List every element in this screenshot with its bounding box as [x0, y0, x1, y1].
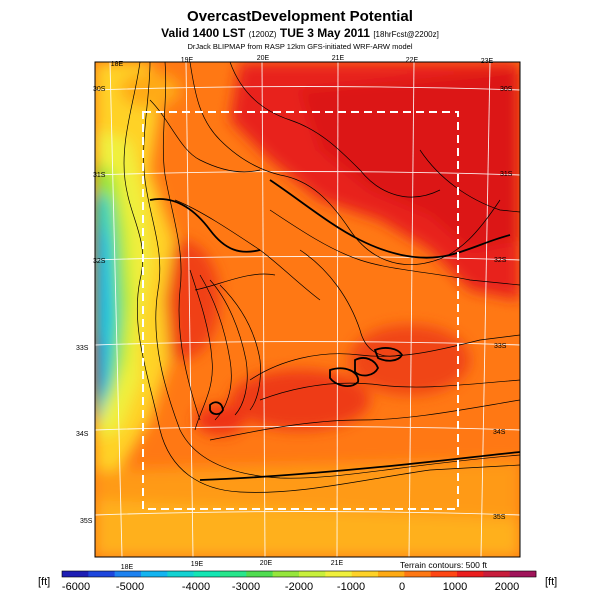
lon-label: 19E	[191, 561, 204, 568]
top-lon-labels: 18E 19E 20E 21E 22E 23E	[111, 55, 494, 68]
color-bar-frame	[61, 570, 537, 578]
lon-label: 18E	[121, 564, 134, 571]
lon-label: 20E	[257, 55, 270, 62]
color-bar-swatch	[378, 571, 405, 577]
bottom-lon-labels: 18E 19E 20E 21E	[121, 560, 344, 571]
left-lat-labels: 30S 31S 32S 33S 34S 35S	[76, 86, 106, 525]
color-bar-swatch	[220, 571, 247, 577]
color-bar-swatch	[325, 571, 352, 577]
tick-label: -5000	[116, 581, 144, 593]
valid-label: Valid 1400 LST	[161, 26, 246, 40]
lon-label: 18E	[111, 61, 124, 68]
color-bar-swatch	[246, 571, 273, 577]
lat-label: 35S	[493, 514, 506, 521]
lat-label: 32S	[494, 257, 507, 264]
graticule	[95, 62, 520, 557]
lat-label: 30S	[500, 86, 513, 93]
color-bar-ticks: -6000 -5000 -4000 -3000 -2000 -1000 0 10…	[62, 581, 519, 593]
terrain-note: Terrain contours: 500 ft	[400, 560, 488, 570]
color-bar	[62, 571, 537, 577]
bold-contours	[149, 179, 520, 481]
color-bar-swatch	[62, 571, 89, 577]
color-bar-swatch	[483, 571, 510, 577]
valid-time: Valid 1400 LST (1200Z) TUE 3 May 2011 [1…	[0, 26, 600, 40]
lat-label: 32S	[93, 258, 106, 265]
lat-label: 34S	[493, 429, 506, 436]
color-bar-swatch	[167, 571, 194, 577]
lat-label: 30S	[93, 86, 106, 93]
lon-label: 21E	[332, 55, 345, 62]
right-lat-labels: 30S 31S 32S 33S 34S 35S	[493, 86, 513, 521]
forecast-info: [18hrFcst@2200z]	[373, 30, 439, 39]
lat-label: 33S	[76, 345, 89, 352]
color-bar-swatch	[299, 571, 326, 577]
lon-label: 23E	[481, 58, 494, 65]
tick-label: -1000	[337, 581, 365, 593]
tick-label: -2000	[285, 581, 313, 593]
map-title: OvercastDevelopment Potential	[187, 8, 413, 25]
unit-label-right: [ft]	[545, 576, 557, 588]
lat-label: 34S	[76, 431, 89, 438]
overcast-potential-field	[95, 62, 520, 557]
color-bar-swatch	[114, 571, 142, 577]
tick-label: -4000	[182, 581, 210, 593]
color-bar-swatch	[430, 571, 458, 577]
tick-label: 1000	[443, 581, 467, 593]
tick-label: -6000	[62, 581, 90, 593]
lon-label: 21E	[331, 560, 344, 567]
color-bar-swatch	[351, 571, 379, 577]
valid-date: TUE 3 May 2011	[279, 26, 370, 40]
tick-label: -3000	[232, 581, 260, 593]
color-bar-swatch	[193, 571, 221, 577]
model-credit: DrJack BLIPMAP from RASP 12km GFS-initia…	[187, 42, 413, 51]
tick-label: 0	[399, 581, 405, 593]
inner-domain-box	[142, 111, 459, 510]
lat-label: 35S	[80, 518, 93, 525]
lat-label: 31S	[500, 171, 513, 178]
color-bar-swatch	[404, 571, 431, 577]
lon-label: 20E	[260, 560, 273, 567]
lat-label: 33S	[494, 343, 507, 350]
color-bar-swatch	[88, 571, 115, 577]
valid-utc: (1200Z)	[248, 30, 277, 39]
color-bar-swatch	[509, 571, 537, 577]
lon-label: 19E	[181, 57, 194, 64]
map-frame	[94, 61, 521, 558]
terrain-contours	[123, 62, 520, 493]
color-bar-swatch	[141, 571, 168, 577]
unit-label-left: [ft]	[38, 576, 50, 588]
color-bar-swatch	[272, 571, 300, 577]
lon-label: 22E	[406, 57, 419, 64]
color-bar-swatch	[457, 571, 484, 577]
lat-label: 31S	[93, 172, 106, 179]
tick-label: 2000	[495, 581, 519, 593]
